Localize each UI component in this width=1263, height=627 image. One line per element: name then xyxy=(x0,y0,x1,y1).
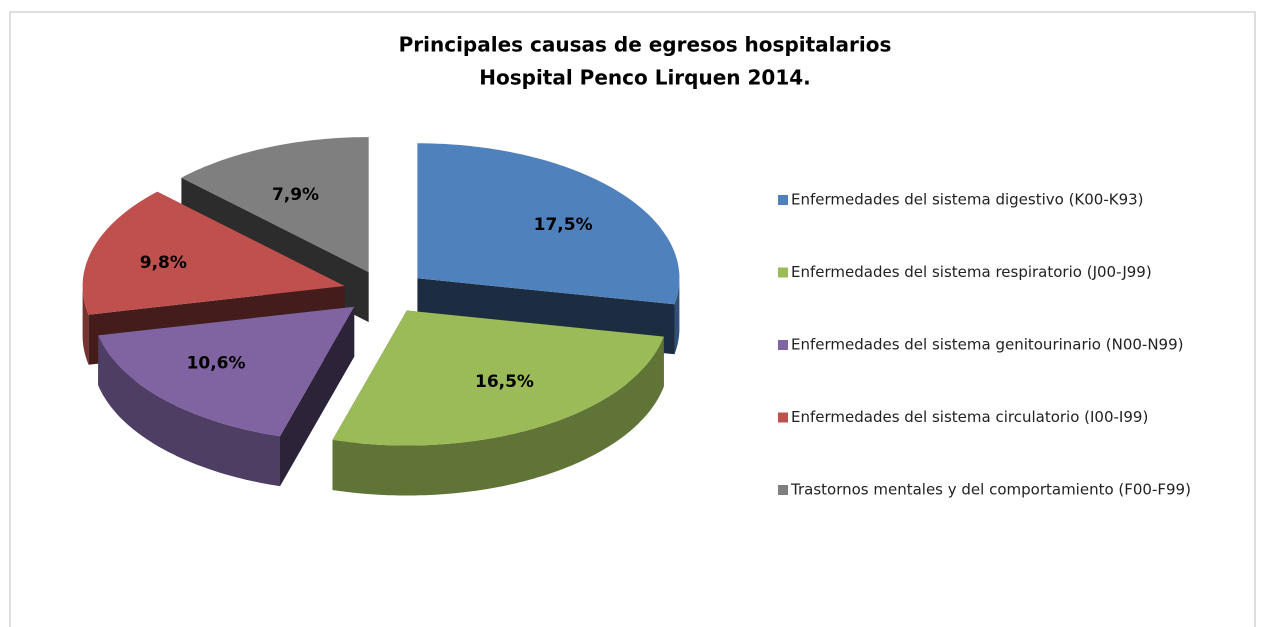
legend-swatch xyxy=(778,412,788,423)
legend-swatch xyxy=(778,267,788,278)
slice-wall xyxy=(332,336,664,496)
chart-title: Hospital Penco Lirquen 2014. xyxy=(479,66,811,90)
data-label: 7,9% xyxy=(272,185,319,205)
slice-top xyxy=(417,143,680,305)
data-label: 9,8% xyxy=(140,253,187,273)
legend-label: Enfermedades del sistema circulatorio (I… xyxy=(791,408,1148,426)
legend-label: Enfermedades del sistema respiratorio (J… xyxy=(791,263,1152,281)
slice xyxy=(98,306,355,487)
data-label: 10,6% xyxy=(187,354,246,374)
data-label: 17,5% xyxy=(534,215,593,235)
slice-top xyxy=(82,191,345,315)
slice xyxy=(332,310,664,496)
slice-wall xyxy=(82,286,89,365)
slice-top xyxy=(98,306,355,437)
slice-top xyxy=(332,310,664,446)
legend-swatch xyxy=(778,195,788,205)
data-label: 16,5% xyxy=(475,372,534,392)
legend-swatch xyxy=(778,485,788,495)
slice-wall xyxy=(98,335,280,487)
legend-swatch xyxy=(778,340,788,350)
slice-wall xyxy=(674,278,680,355)
legend-label: Enfermedades del sistema genitourinario … xyxy=(791,336,1183,354)
chart-title: Principales causas de egresos hospitalar… xyxy=(399,33,892,57)
legend-label: Enfermedades del sistema digestivo (K00-… xyxy=(791,191,1144,209)
legend-label: Trastornos mentales y del comportamiento… xyxy=(790,481,1191,499)
slice-top xyxy=(181,137,369,273)
